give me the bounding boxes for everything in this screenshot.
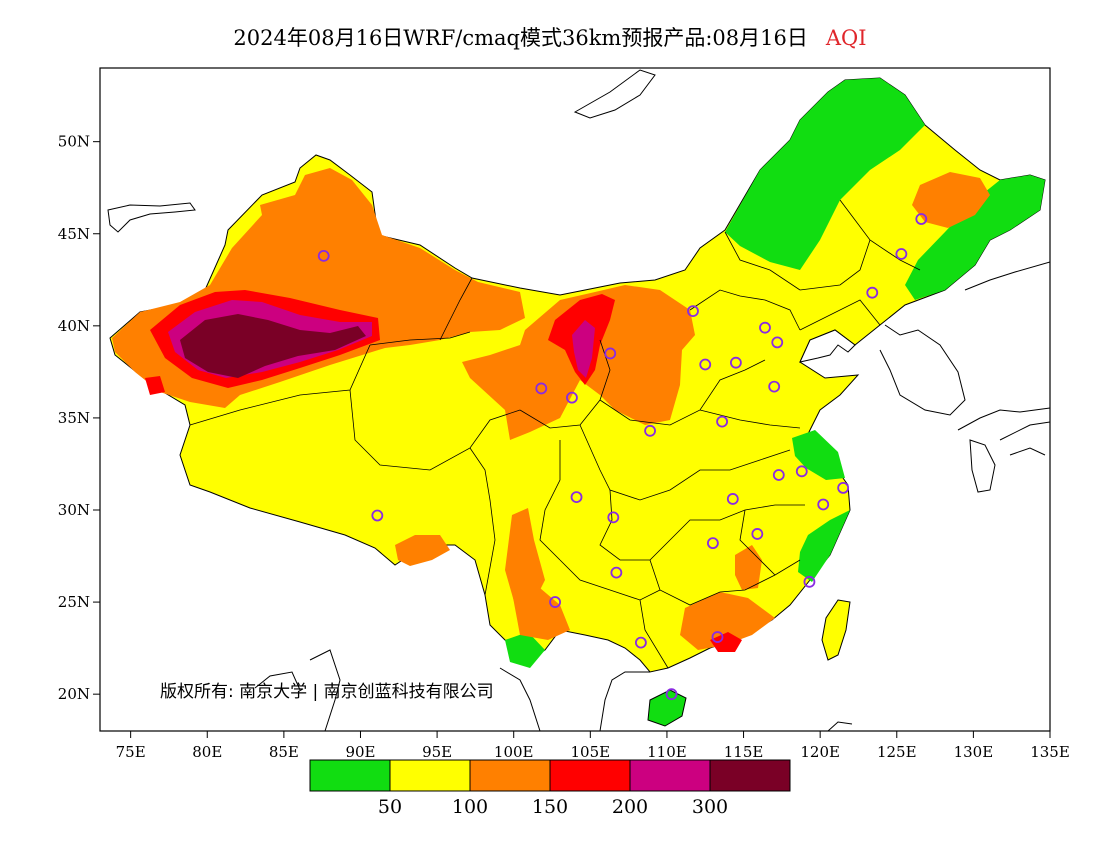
aqi-zone-tibet-orange: [395, 535, 450, 566]
city-marker: [837, 481, 850, 494]
y-tick-label: 20N: [58, 685, 90, 703]
y-tick-label: 25N: [58, 593, 90, 611]
city-marker: [716, 415, 728, 428]
copyright-text: 版权所有: 南京大学 | 南京创蓝科技有限公司: [160, 682, 494, 702]
aqi-zone-tarim-hazardous: [180, 314, 366, 378]
city-marker: [317, 249, 330, 262]
x-tick-label: 95E: [422, 743, 452, 761]
x-tick-label: 90E: [345, 743, 375, 761]
x-tick-label: 110E: [647, 743, 687, 761]
city-marker: [895, 248, 908, 260]
x-tick-label: 85E: [269, 743, 299, 761]
city-marker: [915, 213, 928, 225]
city-marker: [768, 380, 781, 393]
city-marker: [726, 493, 739, 505]
city-marker: [699, 358, 712, 371]
aqi-zone-guangdong-red: [710, 632, 742, 652]
plot-frame: [99, 67, 1051, 732]
aqi-zone-sichuan-orange: [505, 508, 545, 610]
city-marker: [665, 688, 678, 701]
aqi-zone-southchina-orange: [680, 592, 775, 650]
x-tick-label: 80E: [192, 743, 222, 761]
legend-swatch: [629, 759, 711, 792]
aqi-zone-ningxia-magenta: [572, 320, 595, 378]
legend-label: 300: [692, 796, 728, 818]
city-marker: [687, 305, 699, 318]
legend-label: 200: [612, 796, 648, 818]
city-marker: [549, 596, 561, 608]
x-tick-label: 135E: [1030, 743, 1070, 761]
city-marker: [795, 465, 808, 478]
aqi-zone-east-green: [905, 175, 1045, 300]
plot-area: [107, 69, 1050, 731]
legend-label: 50: [378, 796, 402, 818]
y-tick-label: 40N: [58, 317, 90, 335]
city-marker: [644, 424, 656, 437]
city-marker: [729, 356, 742, 369]
title-accent: AQI: [825, 26, 867, 50]
neighbor-outlines: [107, 69, 1050, 731]
city-marker: [535, 382, 548, 395]
city-marker: [610, 566, 623, 579]
legend-label: 100: [452, 796, 488, 818]
province-borders: [189, 199, 921, 669]
city-marker: [803, 575, 816, 588]
aqi-zone-yunnan-green: [505, 632, 545, 668]
aqi-legend: 50 100 150 200 300: [309, 759, 791, 818]
x-tick-label: 105E: [571, 743, 611, 761]
x-tick-label: 120E: [800, 743, 840, 761]
legend-swatch: [309, 759, 391, 792]
x-tick-label: 125E: [877, 743, 917, 761]
y-tick-label: 35N: [58, 409, 90, 427]
aqi-zone-northeast-green: [725, 78, 925, 270]
city-marker: [772, 469, 785, 481]
city-marker: [634, 636, 647, 649]
city-marker: [604, 347, 617, 360]
city-marker: [371, 509, 384, 522]
aqi-zone-northeast-orange: [912, 172, 990, 228]
map-title: 2024年08月16日WRF/cmaq模式36km预报产品:08月16日 AQI: [0, 22, 1100, 52]
city-marker: [771, 336, 784, 349]
city-marker: [866, 286, 879, 299]
legend-swatch: [549, 759, 631, 792]
city-marker: [607, 511, 620, 524]
legend-swatch: [709, 759, 791, 792]
aqi-zone-yangtze-green: [792, 430, 845, 480]
x-tick-label: 100E: [494, 743, 534, 761]
aqi-zone-jiangxi-orange: [735, 545, 762, 590]
x-tick-label: 75E: [116, 743, 146, 761]
y-tick-label: 30N: [58, 501, 90, 519]
x-axis: 75E 80E 85E 90E 95E 100E 105E 110E 115E 120E 125E 1…: [116, 731, 1070, 761]
legend-swatch: [469, 759, 551, 792]
x-tick-label: 130E: [954, 743, 994, 761]
bohai-sea: [799, 329, 856, 363]
title-text: 2024年08月16日WRF/cmaq模式36km预报产品:08月16日: [233, 26, 808, 50]
legend-swatch: [389, 759, 471, 792]
y-axis: 20N 25N 30N 35N 40N 45N 50N: [58, 133, 100, 703]
legend-label: 150: [532, 796, 568, 818]
aqi-zone-kashgar-red: [145, 376, 165, 395]
aqi-zone-yunnan-orange: [512, 588, 570, 640]
y-tick-label: 45N: [58, 225, 90, 243]
city-marker: [566, 391, 578, 404]
taiwan-island: [821, 599, 851, 661]
city-marker: [817, 498, 830, 511]
y-tick-label: 50N: [58, 133, 90, 151]
city-marker: [707, 537, 719, 550]
city-marker: [570, 491, 583, 504]
x-tick-label: 115E: [724, 743, 764, 761]
city-marker: [711, 631, 724, 643]
city-markers: [317, 213, 928, 701]
city-marker: [759, 321, 771, 334]
city-marker: [751, 528, 764, 540]
aqi-zone-southeast-green: [798, 510, 850, 582]
